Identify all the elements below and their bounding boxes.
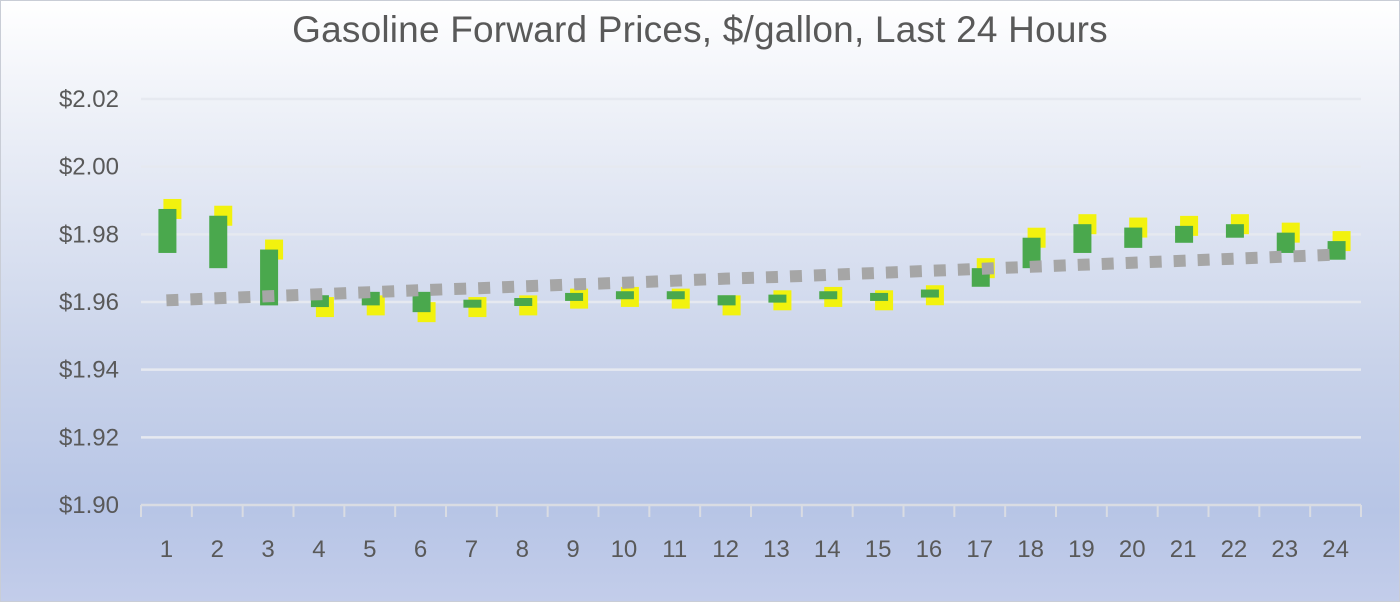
price-bar: [920, 289, 939, 298]
x-tick-label: 1: [160, 536, 173, 563]
x-tick-label: 15: [865, 536, 892, 563]
price-bar: [158, 208, 177, 253]
x-tick-label: 3: [261, 536, 274, 563]
x-tick-label: 20: [1119, 536, 1146, 563]
x-tick-label: 4: [312, 536, 325, 563]
x-tick-label: 9: [566, 536, 579, 563]
x-tick-label: 13: [763, 536, 790, 563]
price-bar: [666, 291, 685, 300]
price-bar: [615, 291, 634, 300]
x-tick-label: 14: [814, 536, 841, 563]
price-bar: [514, 298, 533, 306]
price-bar: [1225, 224, 1244, 238]
price-bar: [565, 292, 584, 301]
trend-line: [166, 248, 1336, 307]
price-bar: [1124, 227, 1143, 248]
x-tick-label: 12: [712, 536, 739, 563]
x-tick-label: 5: [363, 536, 376, 563]
x-tick-label: 18: [1017, 536, 1044, 563]
y-tick-label: $1.94: [59, 357, 119, 384]
price-bar: [819, 291, 838, 300]
price-bar: [1276, 232, 1295, 253]
price-bar: [1073, 224, 1092, 253]
price-bar: [1327, 241, 1346, 260]
x-tick-label: 17: [966, 536, 993, 563]
price-bar: [209, 215, 228, 269]
price-bar: [463, 299, 482, 308]
x-tick-label: 16: [916, 536, 943, 563]
y-tick-label: $2.02: [59, 86, 119, 113]
price-bar: [1022, 237, 1041, 269]
x-tick-label: 22: [1221, 536, 1248, 563]
x-tick-label: 10: [611, 536, 638, 563]
price-bar: [412, 291, 431, 313]
chart-title: Gasoline Forward Prices, $/gallon, Last …: [292, 9, 1108, 50]
x-tick-label: 7: [465, 536, 478, 563]
price-bar: [310, 295, 329, 308]
y-tick-label: $1.90: [59, 492, 119, 519]
price-bar: [1175, 225, 1194, 243]
price-bar: [717, 295, 736, 306]
y-tick-label: $1.92: [59, 424, 119, 451]
x-tick-label: 2: [211, 536, 224, 563]
x-tick-label: 8: [516, 536, 529, 563]
y-tick-label: $1.96: [59, 289, 119, 316]
x-tick-label: 6: [414, 536, 427, 563]
x-tick-label: 21: [1170, 536, 1197, 563]
x-tick-label: 23: [1271, 536, 1298, 563]
x-tick-label: 19: [1068, 536, 1095, 563]
y-tick-label: $2.00: [59, 154, 119, 181]
price-bar: [768, 294, 787, 303]
y-tick-label: $1.98: [59, 221, 119, 248]
x-tick-label: 11: [662, 536, 687, 563]
x-tick-label: 24: [1322, 536, 1349, 563]
price-bar: [870, 292, 889, 301]
